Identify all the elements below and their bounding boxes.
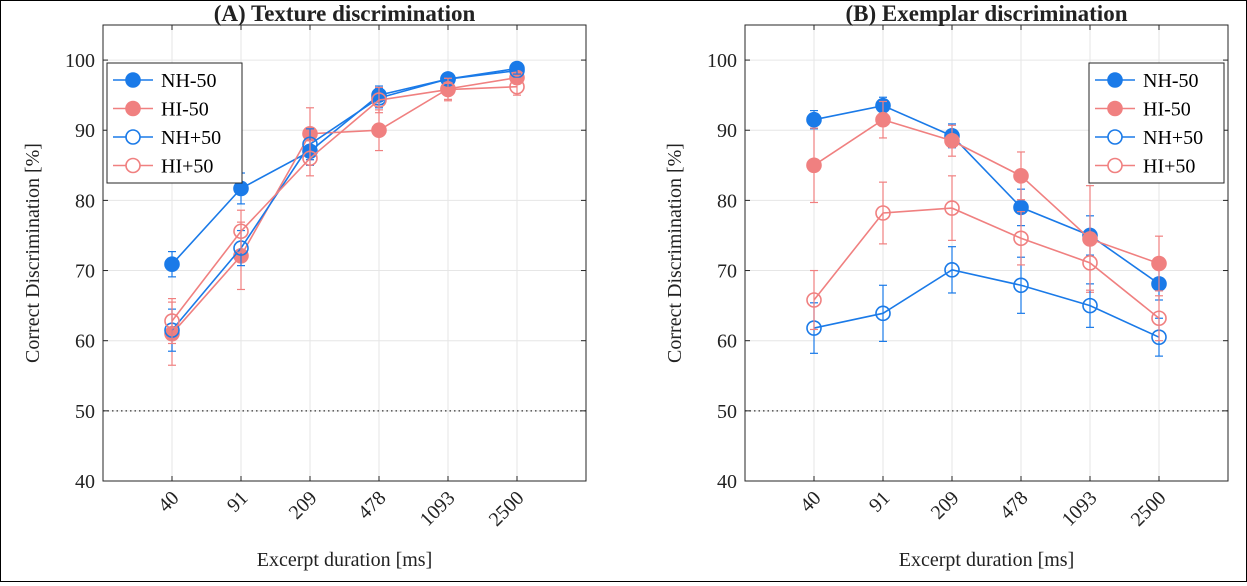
- legend: NH-50 HI-50 NH+50 HI+50: [1088, 62, 1225, 184]
- legend-swatch-marker: [1107, 129, 1123, 145]
- legend-item: HI-50: [113, 99, 209, 121]
- legend-item: NH+50: [1095, 127, 1203, 149]
- legend: NH-50 HI-50 NH+50 HI+50: [106, 62, 243, 184]
- legend-label: HI-50: [161, 99, 209, 121]
- y-tick-label: 90: [75, 120, 95, 142]
- data-point: [875, 205, 891, 221]
- data-point: [164, 313, 180, 329]
- x-tick-label: 40: [796, 487, 826, 517]
- data-point: [509, 62, 525, 79]
- data-point: [806, 292, 822, 308]
- x-axis-label: Excerpt duration [ms]: [257, 549, 433, 571]
- data-point: [509, 78, 525, 95]
- legend-label: NH-50: [161, 70, 217, 92]
- x-tick-label: 478: [354, 487, 391, 524]
- y-axis-label: Correct Discrimination [%]: [664, 143, 686, 363]
- data-point: [302, 150, 318, 167]
- legend-label: NH-50: [1143, 70, 1199, 92]
- data-point: [1013, 168, 1029, 184]
- data-point: [806, 111, 822, 128]
- x-tick-label: 209: [927, 487, 964, 524]
- y-tick-label: 90: [717, 120, 737, 142]
- data-point: [944, 132, 960, 149]
- x-tick-label: 209: [285, 487, 322, 524]
- series-line: [813, 268, 1160, 338]
- plot-axes-box: [744, 24, 1229, 482]
- series-nh-50: [806, 246, 1167, 357]
- legend-item: NH-50: [1095, 70, 1199, 92]
- legend-label: HI+50: [161, 156, 213, 178]
- legend-item: HI-50: [1095, 99, 1191, 121]
- y-tick-label: 60: [717, 331, 737, 353]
- series-line: [813, 118, 1160, 265]
- chart-panel-b: 40 50 60 70 80 90 100 40 91 209 478 1093 2500 (B) Exe…: [664, 1, 1229, 571]
- x-tick-label: 91: [223, 487, 253, 517]
- series-line: [171, 85, 518, 322]
- data-point: [1151, 255, 1167, 272]
- x-tick-label: 1093: [416, 487, 460, 531]
- y-tick-label: 70: [75, 261, 95, 283]
- x-tick-label: 2500: [485, 487, 529, 531]
- legend-swatch-marker: [1107, 157, 1123, 174]
- data-point: [440, 81, 456, 98]
- legend-label: NH+50: [1143, 127, 1203, 149]
- data-point: [1013, 277, 1029, 294]
- data-point: [233, 180, 249, 197]
- y-tick-label: 40: [75, 471, 95, 493]
- legend-item: HI+50: [113, 156, 213, 178]
- data-point: [1082, 255, 1098, 271]
- x-axis-label: Excerpt duration [ms]: [899, 549, 1075, 571]
- legend-label: NH+50: [161, 127, 221, 149]
- data-point: [233, 223, 249, 240]
- data-point: [1013, 230, 1029, 247]
- data-point: [875, 305, 891, 322]
- chart-title: (B) Exemplar discrimination: [846, 1, 1128, 26]
- data-point: [875, 111, 891, 128]
- legend-swatch-marker: [1107, 72, 1123, 88]
- x-tick-label: 40: [154, 487, 184, 517]
- data-point: [806, 157, 822, 174]
- legend-swatch-marker: [125, 72, 141, 88]
- data-point: [1151, 310, 1167, 327]
- data-point: [164, 256, 180, 273]
- legend-swatch-marker: [1107, 100, 1123, 117]
- legend-item: HI+50: [1095, 156, 1195, 178]
- x-tick-label: 91: [865, 487, 895, 517]
- x-tick-label: 1093: [1058, 487, 1102, 531]
- data-point: [371, 122, 387, 139]
- chart-title: (A) Texture discrimination: [214, 1, 476, 26]
- data-point: [371, 92, 387, 108]
- y-tick-label: 100: [707, 50, 737, 72]
- legend-swatch-marker: [125, 100, 141, 117]
- legend-item: NH-50: [113, 70, 217, 92]
- series-hi-50: [806, 175, 1167, 342]
- plot-axes-box: [102, 24, 587, 482]
- y-tick-label: 100: [65, 50, 95, 72]
- y-tick-label: 80: [75, 190, 95, 212]
- series-line: [171, 69, 518, 331]
- chart-panel-a: 40 50 60 70 80 90 100 40 91 209 478 1093 2500 (A) Tex…: [22, 1, 587, 571]
- legend-label: HI+50: [1143, 156, 1195, 178]
- data-point: [1082, 297, 1098, 314]
- y-tick-label: 50: [75, 401, 95, 423]
- series-line: [813, 207, 1160, 319]
- legend-swatch-marker: [125, 157, 141, 174]
- series-hi-50: [164, 77, 525, 345]
- y-tick-label: 50: [717, 401, 737, 423]
- data-point: [944, 200, 960, 216]
- x-tick-label: 478: [996, 487, 1033, 524]
- y-tick-label: 70: [717, 261, 737, 283]
- series-line: [171, 76, 518, 335]
- x-tick-label: 2500: [1127, 487, 1171, 531]
- y-tick-label: 40: [717, 471, 737, 493]
- legend-label: HI-50: [1143, 99, 1191, 121]
- y-tick-label: 60: [75, 331, 95, 353]
- data-point: [944, 262, 960, 278]
- y-tick-label: 80: [717, 190, 737, 212]
- y-axis-label: Correct Discrimination [%]: [22, 143, 44, 363]
- legend-swatch-marker: [125, 129, 141, 145]
- legend-item: NH+50: [113, 127, 221, 149]
